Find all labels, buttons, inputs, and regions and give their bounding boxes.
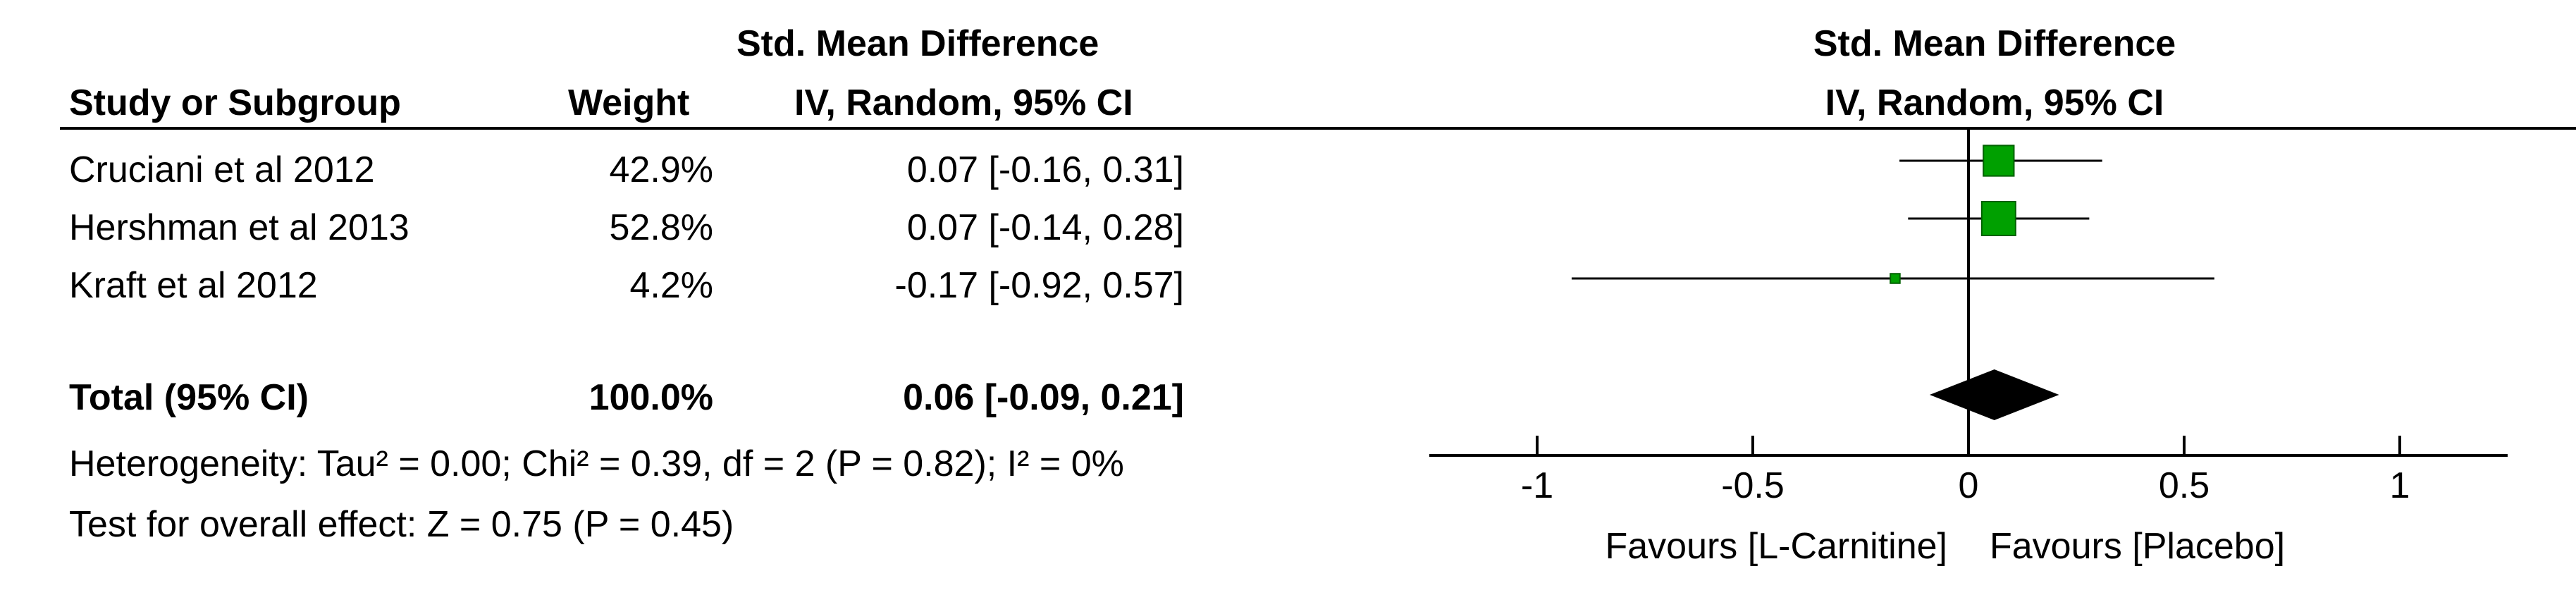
study-column-header: Study or Subgroup [69, 82, 401, 123]
study-weight: 42.9% [609, 149, 713, 190]
x-tick-label: -1 [1521, 465, 1553, 506]
x-tick-label: 0 [1959, 465, 1979, 506]
effect-measure-header: Std. Mean Difference [737, 23, 1099, 64]
weight-column-header: Weight [568, 82, 690, 123]
study-name: Kraft et al 2012 [69, 265, 318, 306]
x-tick-label: 1 [2390, 465, 2410, 506]
heterogeneity-text: Heterogeneity: Tau² = 0.00; Chi² = 0.39,… [69, 443, 1124, 484]
x-tick-label: -0.5 [1721, 465, 1785, 506]
study-name: Hershman et al 2013 [69, 207, 409, 248]
x-tick-label: 0.5 [2159, 465, 2210, 506]
total-label: Total (95% CI) [69, 377, 309, 418]
study-marker [1980, 201, 2016, 236]
total-weight: 100.0% [588, 377, 713, 418]
overall-effect-text: Test for overall effect: Z = 0.75 (P = 0… [69, 504, 734, 545]
plot-title-line1: Std. Mean Difference [1813, 23, 2176, 64]
study-marker [1983, 145, 2015, 177]
study-marker [1890, 273, 1901, 284]
plot-title-line2: IV, Random, 95% CI [1825, 82, 2164, 123]
study-ci: 0.07 [-0.16, 0.31] [906, 149, 1184, 190]
pooled-diamond [1929, 369, 2059, 420]
favours-left-label: Favours [L-Carnitine] [1605, 526, 1947, 567]
ci-column-header: IV, Random, 95% CI [794, 82, 1133, 123]
study-name: Cruciani et al 2012 [69, 149, 375, 190]
favours-right-label: Favours [Placebo] [1990, 526, 2285, 567]
study-weight: 4.2% [629, 265, 713, 306]
study-weight: 52.8% [609, 207, 713, 248]
total-ci: 0.06 [-0.09, 0.21] [903, 377, 1184, 418]
header-divider [60, 127, 2576, 130]
study-ci: -0.17 [-0.92, 0.57] [894, 265, 1185, 306]
study-ci: 0.07 [-0.14, 0.28] [906, 207, 1184, 248]
